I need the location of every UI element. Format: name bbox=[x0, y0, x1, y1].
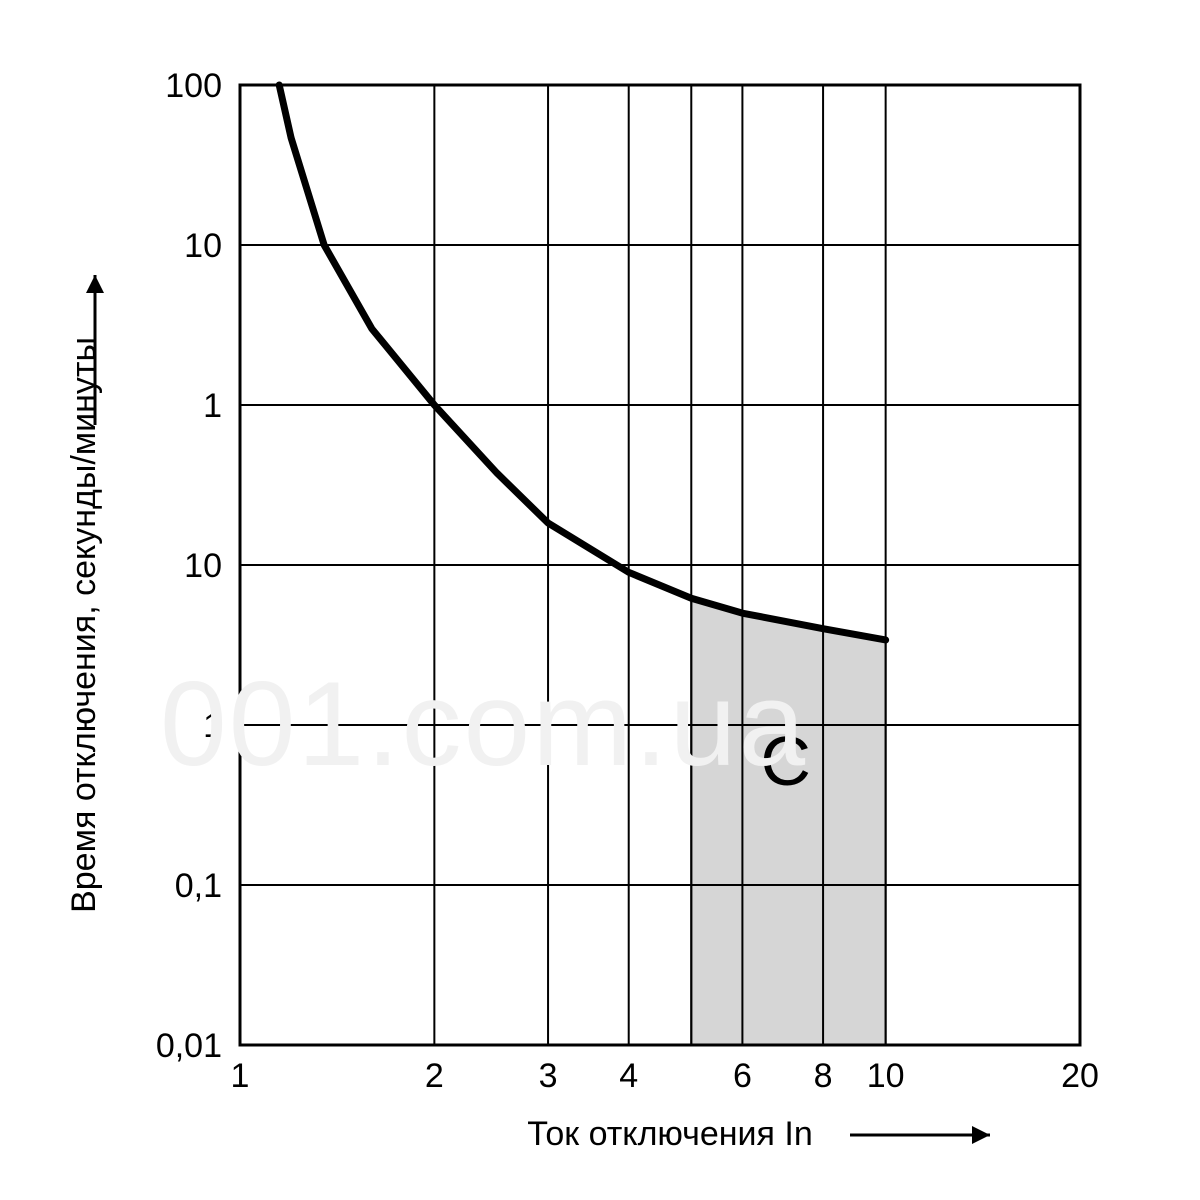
x-tick-label: 20 bbox=[1061, 1057, 1099, 1095]
region-label-c: C bbox=[760, 722, 811, 800]
shaded-region-c bbox=[691, 598, 885, 1045]
y-tick-label: 0,1 bbox=[175, 867, 222, 905]
chart-container: 001.com.ua C12346810201001011010,10,01То… bbox=[0, 0, 1200, 1200]
x-axis-label: Ток отключения In bbox=[527, 1115, 813, 1153]
chart-bg bbox=[0, 0, 1200, 1200]
y-tick-label: 0,01 bbox=[156, 1027, 222, 1065]
x-tick-label: 10 bbox=[867, 1057, 905, 1095]
x-tick-label: 4 bbox=[619, 1057, 638, 1095]
x-tick-label: 6 bbox=[733, 1057, 752, 1095]
trip-curve-chart: C 1 2 3 4 6 8 10 20 100 10 1 10 1 0,1 0,01 Ток отключени… bbox=[0, 0, 1200, 1200]
y-tick-label: 1 bbox=[203, 387, 222, 425]
y-tick-label: 100 bbox=[165, 67, 222, 105]
y-tick-label: 10 bbox=[184, 227, 222, 265]
x-tick-label: 2 bbox=[425, 1057, 444, 1095]
x-tick-label: 1 bbox=[231, 1057, 250, 1095]
y-tick-label: 10 bbox=[184, 547, 222, 585]
y-tick-label: 1 bbox=[203, 707, 222, 745]
x-tick-label: 8 bbox=[814, 1057, 833, 1095]
x-tick-label: 3 bbox=[539, 1057, 558, 1095]
y-axis-label: Время отключения, секунды/минуты bbox=[65, 337, 103, 913]
